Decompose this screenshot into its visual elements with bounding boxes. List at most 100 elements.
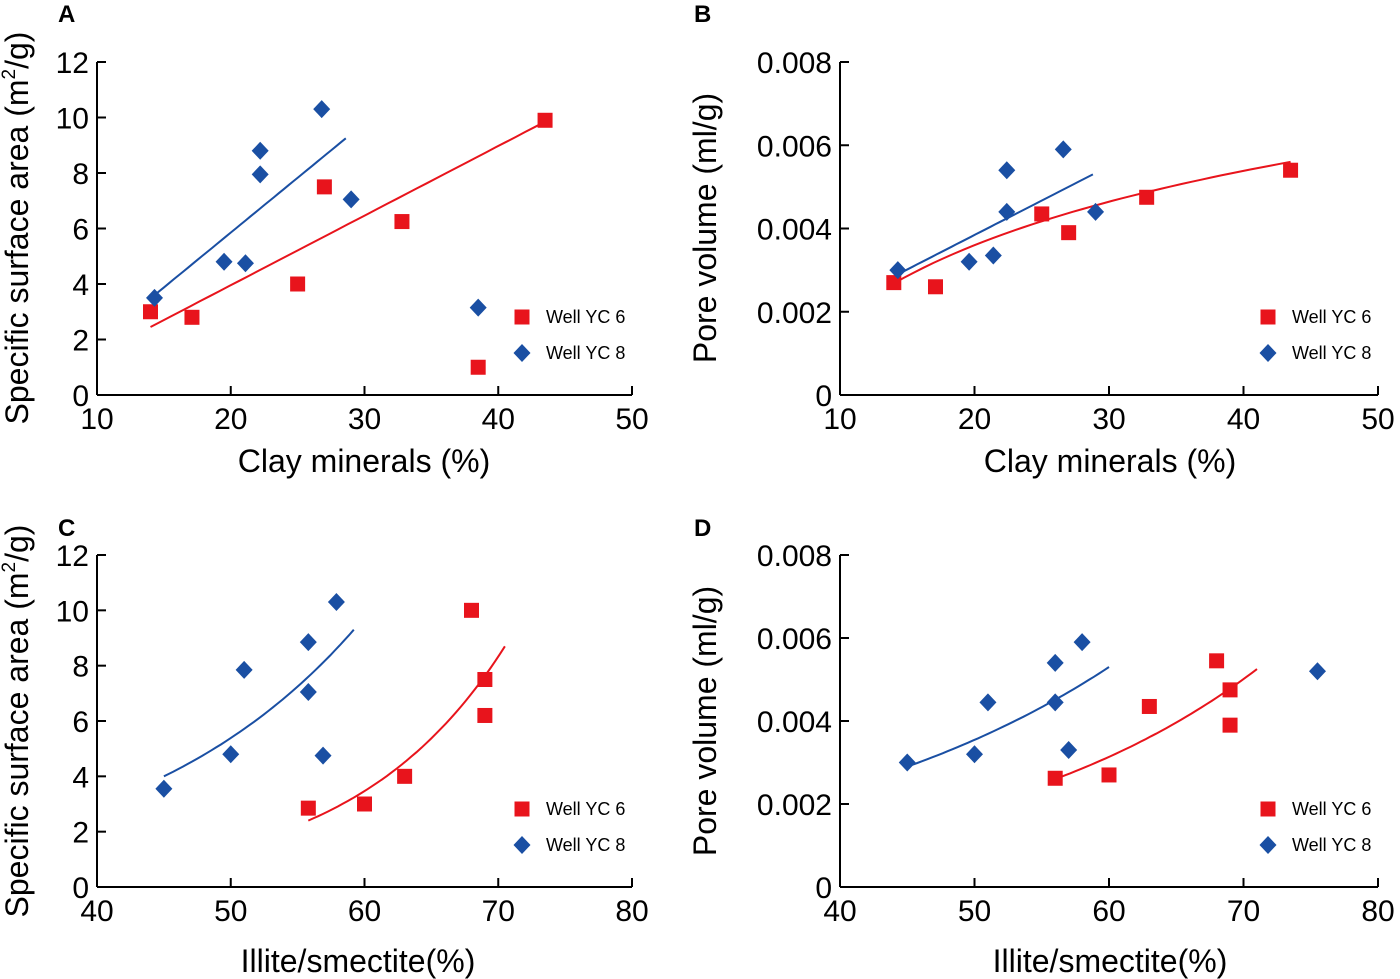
data-point-square: [1139, 189, 1155, 205]
data-point-square: [184, 309, 200, 325]
data-point-diamond: [984, 246, 1002, 265]
y-tick-label: 0: [72, 380, 89, 413]
y-tick-label: 0.006: [757, 130, 832, 163]
x-tick-label: 20: [214, 403, 247, 436]
x-tick-label: 20: [958, 403, 991, 436]
data-point-square: [290, 276, 306, 292]
x-tick-label: 40: [1227, 403, 1260, 436]
legend-marker-yc8: [1259, 344, 1277, 362]
y-tick-label: 0.004: [757, 214, 832, 247]
x-tick-label: 70: [482, 895, 515, 928]
data-point-diamond: [299, 682, 317, 701]
data-point-square: [1047, 770, 1063, 786]
y-axis-title-end: /g): [0, 32, 35, 69]
legend-label-yc8: Well YC 8: [1292, 343, 1371, 363]
y-tick-label: 10: [56, 103, 89, 136]
y-tick-label: 2: [72, 817, 89, 850]
x-tick-label: 60: [348, 895, 381, 928]
data-point-diamond: [235, 660, 253, 679]
x-tick-label: 30: [348, 403, 381, 436]
legend-label-yc6: Well YC 6: [1292, 307, 1371, 327]
y-tick-label: 0: [815, 380, 832, 413]
y-axis-title-end: /g): [0, 525, 35, 562]
data-point-diamond: [1060, 741, 1078, 760]
x-tick-label: 70: [1227, 895, 1260, 928]
data-point-diamond: [960, 252, 978, 271]
x-tick-label: 10: [823, 403, 856, 436]
y-axis-title-superscript: 2: [0, 562, 20, 573]
x-axis-title: Clay minerals (%): [238, 443, 490, 479]
legend-marker-yc6: [1260, 801, 1276, 817]
data-point-square: [470, 359, 486, 375]
data-point-diamond: [146, 288, 164, 307]
trend-line: [150, 120, 546, 328]
y-axis-title: Specific surface area (m2/g): [0, 32, 35, 425]
data-point-square: [1222, 682, 1238, 698]
y-axis-title: Pore volume (ml/g): [687, 93, 723, 363]
data-point-square: [397, 768, 413, 784]
y-tick-label: 6: [72, 706, 89, 739]
x-tick-label: 50: [615, 403, 648, 436]
data-point-diamond: [966, 745, 983, 764]
trend-line: [163, 629, 355, 778]
series-well-yc8: [146, 100, 487, 317]
legend-label-yc6: Well YC 6: [546, 307, 625, 327]
y-tick-label: 0.006: [757, 623, 832, 656]
series-well-yc6: [300, 602, 506, 822]
legend-label-yc6: Well YC 6: [1292, 799, 1371, 819]
data-point-diamond: [215, 252, 233, 271]
legend-marker-yc8: [1259, 836, 1277, 854]
series-well-yc6: [886, 160, 1299, 295]
panel-b: B 0 0.002 0.004 0.006 0.008 10 20 30 40 50 Clay min…: [687, 1, 1395, 479]
y-axis-title: Specific surface area (m2/g): [0, 525, 35, 918]
legend-marker-yc6: [514, 309, 530, 325]
y-tick-label: 0: [815, 872, 832, 905]
series-well-yc8: [155, 593, 355, 798]
y-axis-title-superscript: 2: [0, 69, 20, 80]
data-point-diamond: [251, 165, 269, 184]
data-point-diamond: [1046, 653, 1064, 672]
data-point-square: [477, 707, 493, 723]
data-point-diamond: [1073, 633, 1091, 652]
data-point-square: [537, 112, 553, 128]
x-tick-label: 50: [1361, 403, 1394, 436]
y-tick-label: 6: [72, 214, 89, 247]
y-tick-label: 4: [72, 761, 89, 794]
data-point-square: [886, 275, 902, 291]
data-point-square: [143, 304, 158, 320]
data-point-diamond: [236, 254, 254, 273]
y-tick-label: 8: [72, 158, 89, 191]
x-tick-label: 40: [482, 403, 515, 436]
data-point-square: [1061, 225, 1077, 241]
y-tick-label: 4: [72, 269, 89, 302]
data-point-diamond: [1308, 662, 1326, 681]
trend-line: [153, 137, 347, 296]
data-point-diamond: [898, 753, 916, 772]
legend-marker-yc8: [513, 836, 531, 854]
x-tick-label: 80: [615, 895, 648, 928]
data-point-diamond: [327, 593, 345, 612]
trend-line: [307, 645, 506, 822]
y-tick-label: 8: [72, 651, 89, 684]
trend-line: [893, 160, 1291, 285]
data-point-diamond: [1046, 693, 1064, 712]
data-point-square: [300, 800, 316, 816]
x-tick-label: 60: [1092, 895, 1125, 928]
data-point-diamond: [998, 161, 1016, 180]
y-tick-label: 12: [56, 540, 89, 573]
data-point-diamond: [998, 202, 1016, 221]
series-well-yc8: [898, 633, 1326, 772]
data-point-diamond: [251, 141, 269, 160]
y-tick-label: 0: [72, 872, 89, 905]
data-point-diamond: [314, 746, 332, 765]
legend-label-yc6: Well YC 6: [546, 799, 625, 819]
series-well-yc8: [889, 140, 1105, 280]
legend-label-yc8: Well YC 8: [546, 343, 625, 363]
x-tick-label: 40: [80, 895, 113, 928]
y-axis-title-main: Specific surface area (m: [0, 572, 35, 917]
data-point-square: [1141, 698, 1157, 714]
data-point-square: [1034, 206, 1050, 222]
panel-letter: B: [694, 1, 711, 28]
y-tick-label: 0.004: [757, 706, 832, 739]
